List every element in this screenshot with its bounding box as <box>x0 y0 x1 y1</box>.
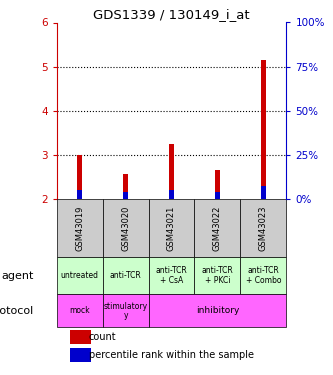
Text: anti-TCR
+ Combo: anti-TCR + Combo <box>246 266 281 285</box>
Text: agent: agent <box>1 271 34 280</box>
Bar <box>70 348 91 362</box>
Bar <box>103 294 149 327</box>
Text: stimulatory
y: stimulatory y <box>104 302 148 320</box>
Text: anti-TCR
+ CsA: anti-TCR + CsA <box>156 266 187 285</box>
Bar <box>169 190 174 199</box>
Bar <box>261 60 266 199</box>
Bar <box>261 186 266 199</box>
Text: GSM43019: GSM43019 <box>75 205 84 251</box>
Bar <box>169 144 174 199</box>
Bar <box>123 174 128 199</box>
Text: GSM43021: GSM43021 <box>167 205 176 251</box>
Text: percentile rank within the sample: percentile rank within the sample <box>89 350 254 360</box>
Bar <box>57 199 103 257</box>
Bar <box>240 199 286 257</box>
Text: untreated: untreated <box>61 271 99 280</box>
Bar <box>194 257 240 294</box>
Bar <box>123 192 128 199</box>
Text: GSM43023: GSM43023 <box>259 205 268 251</box>
Bar <box>103 257 149 294</box>
Text: count: count <box>89 332 117 342</box>
Bar <box>149 199 194 257</box>
Text: GSM43022: GSM43022 <box>213 205 222 251</box>
Bar <box>149 257 194 294</box>
Title: GDS1339 / 130149_i_at: GDS1339 / 130149_i_at <box>93 8 250 21</box>
Bar <box>103 199 149 257</box>
Bar <box>194 199 240 257</box>
Text: GSM43020: GSM43020 <box>121 205 130 251</box>
Bar <box>77 154 82 199</box>
Bar <box>70 330 91 344</box>
Text: protocol: protocol <box>0 306 34 315</box>
Text: anti-TCR: anti-TCR <box>110 271 142 280</box>
Text: inhibitory: inhibitory <box>196 306 239 315</box>
Bar <box>215 170 220 199</box>
Bar <box>149 294 286 327</box>
Bar <box>57 257 103 294</box>
Bar <box>77 190 82 199</box>
Text: anti-TCR
+ PKCi: anti-TCR + PKCi <box>201 266 233 285</box>
Bar <box>57 294 103 327</box>
Bar <box>240 257 286 294</box>
Bar <box>215 192 220 199</box>
Text: mock: mock <box>69 306 90 315</box>
